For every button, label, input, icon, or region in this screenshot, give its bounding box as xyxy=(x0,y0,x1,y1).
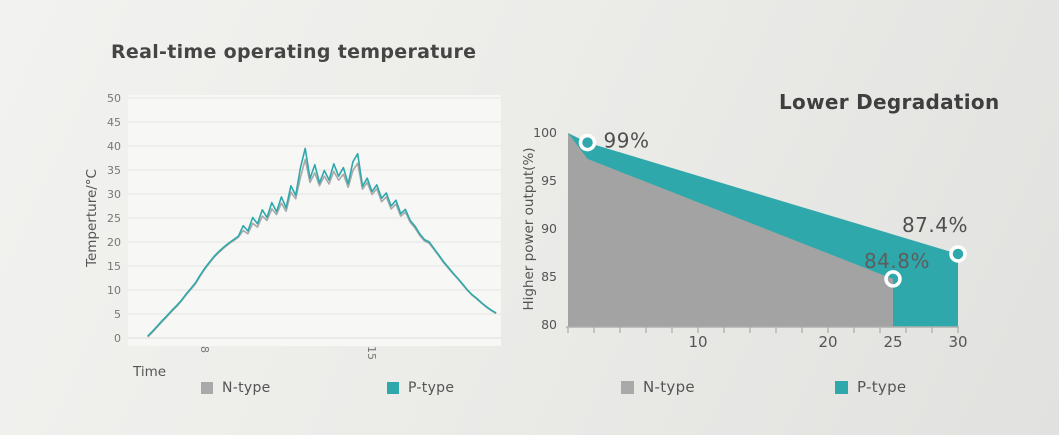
y-tick-label: 25 xyxy=(107,212,121,225)
x-tick-label: 25 xyxy=(883,333,902,351)
n-type-swatch-icon xyxy=(201,382,213,394)
p-type-legend-label: P-type xyxy=(857,378,907,396)
y-tick-label: 50 xyxy=(107,92,121,105)
y-tick-label: 35 xyxy=(107,164,121,177)
x-tick-label: 10 xyxy=(688,333,707,351)
n-type-legend-label: N-type xyxy=(643,378,695,396)
n-type-legend-label: N-type xyxy=(222,380,271,396)
temperature-legend-p-type: P-type xyxy=(387,380,454,396)
y-tick-label: 15 xyxy=(107,260,121,273)
temperature-y-axis-title: Temperture/°C xyxy=(84,169,100,268)
y-tick-label: 90 xyxy=(541,221,557,236)
degradation-y-axis-title: Higher power output(%) xyxy=(521,147,537,310)
p-type-swatch-icon xyxy=(387,382,399,394)
x-tick-label: 20 xyxy=(818,333,837,351)
temperature-chart-title: Real-time operating temperature xyxy=(111,41,477,63)
y-tick-label: 80 xyxy=(541,317,557,332)
y-tick-label: 100 xyxy=(533,125,557,140)
y-tick-label: 45 xyxy=(107,116,121,129)
data-point-marker xyxy=(949,245,967,263)
temperature-x-tick-labels: 8 15 xyxy=(198,346,378,360)
time-axis-label: Time xyxy=(133,364,167,380)
data-point-label: 87.4% xyxy=(902,213,968,237)
degradation-y-tick-labels: 100 95 90 85 80 xyxy=(533,125,557,332)
p-type-swatch-icon xyxy=(835,380,848,394)
degradation-x-axis xyxy=(566,326,959,333)
y-tick-label: 5 xyxy=(114,308,121,321)
y-tick-label: 40 xyxy=(107,140,121,153)
temperature-legend-n-type: N-type xyxy=(201,380,271,396)
x-tick-label: 8 xyxy=(198,346,211,353)
y-tick-label: 85 xyxy=(541,269,557,284)
y-tick-label: 30 xyxy=(107,188,121,201)
p-type-line xyxy=(147,147,497,337)
y-tick-label: 0 xyxy=(114,332,121,345)
x-tick-label: 30 xyxy=(948,333,967,351)
data-point-label: 99% xyxy=(604,129,650,153)
n-type-swatch-icon xyxy=(621,380,634,394)
degradation-chart-title: Lower Degradation xyxy=(779,90,1000,114)
plot-background xyxy=(128,95,501,346)
degradation-legend-n-type: N-type xyxy=(621,378,695,396)
y-tick-label: 20 xyxy=(107,236,121,249)
y-tick-label: 95 xyxy=(541,173,557,188)
temperature-series-lines xyxy=(147,147,497,338)
degradation-x-tick-labels: 10 20 25 30 xyxy=(688,333,967,351)
temperature-plot-panel xyxy=(128,95,501,346)
degradation-area-series xyxy=(568,133,958,327)
degradation-chart: 100 95 90 85 80 10 20 25 30 99% 87.4% 84.8% Highe… xyxy=(521,125,968,351)
degradation-annotations: 99% 87.4% 84.8% xyxy=(578,129,968,288)
degradation-legend-p-type: P-type xyxy=(835,378,906,396)
data-point-marker xyxy=(884,270,902,288)
data-point-label: 84.8% xyxy=(864,249,930,273)
n-type-area xyxy=(568,133,893,327)
x-tick-label: 15 xyxy=(365,346,378,360)
p-type-legend-label: P-type xyxy=(408,380,455,396)
data-point-marker xyxy=(578,133,597,152)
temperature-gridlines xyxy=(128,97,501,339)
y-tick-label: 10 xyxy=(107,284,121,297)
